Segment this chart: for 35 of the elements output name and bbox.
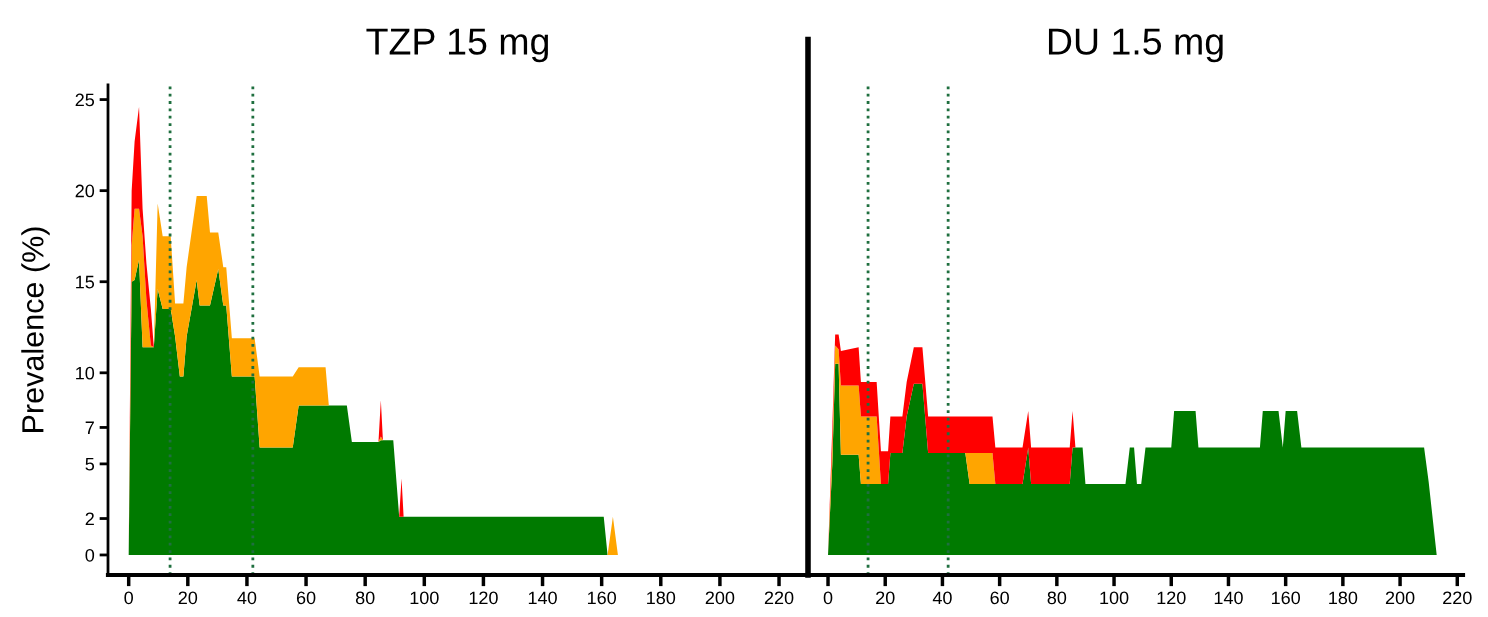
x-tick-label: 20 [876, 591, 895, 605]
x-tick-label: 140 [528, 591, 557, 605]
x-tick-label: 160 [1271, 591, 1301, 605]
x-tick-label: 140 [1214, 591, 1243, 605]
x-tick-label: 180 [1329, 591, 1358, 605]
y-tick-label: 2 [85, 512, 94, 526]
x-tick-label: 200 [705, 591, 735, 605]
x-tick-label: 120 [469, 591, 498, 605]
x-tick-label: 220 [764, 591, 794, 605]
y-axis-title: Prevalence (%) [21, 227, 50, 432]
y-tick-label: 0 [85, 548, 95, 562]
x-tick-label: 40 [237, 591, 257, 605]
x-tick-label: 60 [990, 591, 1009, 605]
y-tick-label: 5 [85, 458, 95, 471]
y-tick-label: 7 [85, 421, 94, 434]
y-tick-label: 15 [76, 275, 95, 289]
y-tick-label: 25 [75, 93, 95, 107]
y-tick-label: 20 [75, 184, 95, 198]
x-tick-label: 60 [296, 591, 316, 605]
x-tick-label: 80 [1047, 591, 1067, 605]
x-tick-label: 160 [587, 591, 617, 605]
x-tick-label: 220 [1443, 591, 1472, 605]
x-tick-label: 100 [1100, 591, 1129, 605]
x-tick-label: 0 [124, 591, 134, 605]
chart-title: TZP 15 mg [366, 28, 548, 63]
x-tick-label: 100 [410, 591, 439, 605]
x-tick-label: 80 [355, 591, 375, 605]
x-tick-label: 120 [1157, 591, 1186, 605]
x-tick-label: 0 [823, 591, 833, 605]
y-tick-label: 10 [76, 366, 95, 380]
x-tick-label: 180 [647, 591, 676, 605]
chart-title: DU 1.5 mg [1048, 28, 1223, 63]
x-tick-label: 20 [178, 591, 198, 605]
x-tick-label: 200 [1385, 591, 1415, 605]
x-tick-label: 40 [932, 591, 952, 605]
